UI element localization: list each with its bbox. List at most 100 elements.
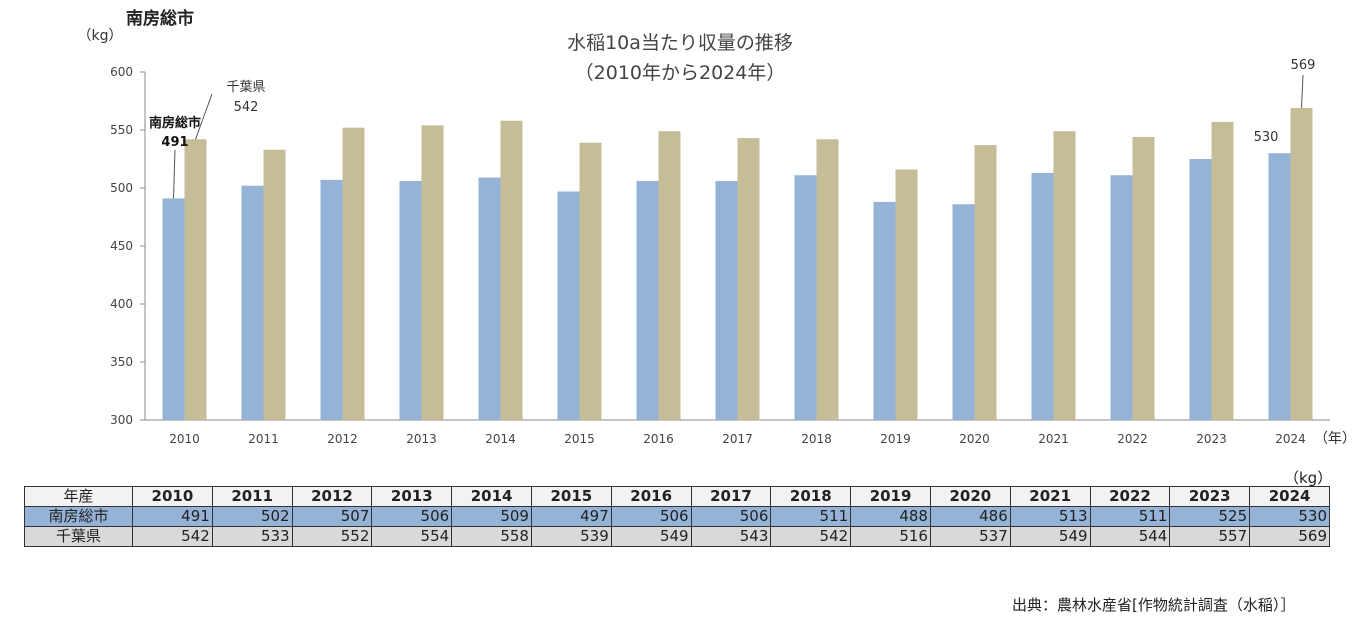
- source-note: 出典：農林水産省[作物統計調査（水稲）］: [1012, 596, 1296, 614]
- bar-city-2011: [241, 185, 264, 420]
- table-cell: 511: [770, 506, 852, 527]
- table-cell: 549: [1009, 526, 1091, 547]
- table-year-header: 2017: [690, 486, 772, 507]
- table-year-header: 2023: [1169, 486, 1251, 507]
- x-tick-label: 2024: [1275, 432, 1306, 446]
- y-tick-label: 600: [110, 65, 133, 79]
- table-cell: 486: [929, 506, 1011, 527]
- page-heading: 南房総市: [126, 9, 194, 29]
- x-tick-label: 2014: [485, 432, 516, 446]
- x-tick-label: 2010: [169, 432, 200, 446]
- bar-city-2010: [162, 198, 185, 420]
- table-year-header: 2022: [1089, 486, 1171, 507]
- table-cell: 552: [291, 526, 373, 547]
- table-year-header: 2024: [1249, 486, 1330, 507]
- chart-subtitle: （2010年から2024年）: [575, 62, 786, 84]
- city-first-value: 491: [161, 135, 188, 150]
- table-cell: 507: [291, 506, 373, 527]
- bar-pref-2024: [1290, 107, 1313, 421]
- x-tick-label: 2016: [643, 432, 674, 446]
- bar-city-2014: [478, 177, 501, 420]
- bar-city-2012: [320, 179, 343, 420]
- table-cell: 506: [610, 506, 692, 527]
- table-year-header: 2016: [610, 486, 692, 507]
- table-year-header: 2019: [850, 486, 931, 507]
- bar-pref-2017: [737, 138, 760, 420]
- table-year-header: 2015: [530, 486, 612, 507]
- pref-leader-line: [195, 93, 213, 140]
- y-tick-label: 350: [110, 355, 133, 369]
- pref-first-value: 542: [234, 100, 259, 115]
- table-year-header: 2012: [291, 486, 373, 507]
- table-row-label: 千葉県: [24, 526, 133, 547]
- x-tick-label: 2015: [564, 432, 595, 446]
- city-leader-line: [173, 149, 176, 199]
- x-axis-label: （年）: [1314, 431, 1356, 447]
- table-year-header: 2013: [371, 486, 453, 507]
- y-axis-label: （kg）: [78, 28, 123, 44]
- bar-city-2024: [1268, 153, 1291, 420]
- x-tick-label: 2020: [959, 432, 990, 446]
- bar-pref-2012: [342, 127, 365, 421]
- x-tick-label: 2013: [406, 432, 437, 446]
- table-year-header: 2020: [929, 486, 1011, 507]
- bar-city-2017: [715, 181, 738, 420]
- table-cell: 558: [451, 526, 532, 547]
- x-tick-label: 2018: [801, 432, 832, 446]
- x-tick-label: 2011: [248, 432, 279, 446]
- table-year-header: 2021: [1009, 486, 1091, 507]
- table-cell: 557: [1169, 526, 1251, 547]
- bar-pref-2023: [1211, 121, 1234, 420]
- bar-pref-2016: [658, 131, 681, 420]
- table-cell: 511: [1089, 506, 1171, 527]
- pref-last-value: 569: [1291, 58, 1316, 73]
- y-tick-label: 500: [110, 181, 133, 195]
- table-cell: 525: [1169, 506, 1251, 527]
- table-cell: 513: [1009, 506, 1091, 527]
- table-cell: 554: [371, 526, 453, 547]
- y-tick-label: 300: [110, 413, 133, 427]
- bar-pref-2015: [579, 142, 602, 420]
- table-cell: 516: [850, 526, 931, 547]
- table-cell: 537: [929, 526, 1011, 547]
- bar-pref-2014: [500, 120, 523, 420]
- bar-pref-2011: [263, 149, 286, 420]
- table-header-row: 年産 2010 2011 2012 2013 2014 2015 2016 2017 2018 2…: [24, 486, 1330, 507]
- x-tick-label: 2021: [1038, 432, 1069, 446]
- table-cell: 506: [371, 506, 453, 527]
- bar-city-2021: [1031, 172, 1054, 420]
- table-year-header: 2014: [451, 486, 532, 507]
- table-row-label: 南房総市: [24, 506, 133, 527]
- table-cell: 542: [132, 526, 213, 547]
- pref-last-leader-line: [1301, 74, 1304, 108]
- table-cell: 488: [850, 506, 931, 527]
- bar-city-2022: [1110, 175, 1133, 420]
- bar-city-2016: [636, 181, 659, 420]
- city-series-label: 南房総市: [149, 115, 201, 131]
- chart-title: 水稲10a当たり収量の推移: [567, 32, 793, 54]
- table-row-city: 南房総市 491 502 507 506 509 497 506 506 511 488 486 51…: [24, 506, 1330, 527]
- x-tick-label: 2012: [327, 432, 358, 446]
- table-cell: 509: [451, 506, 532, 527]
- bar-pref-2020: [974, 145, 997, 420]
- x-tick-label: 2019: [880, 432, 911, 446]
- table-cell: 502: [211, 506, 293, 527]
- bar-pref-2022: [1132, 136, 1155, 420]
- table-year-header: 2011: [211, 486, 293, 507]
- table-year-header: 2018: [770, 486, 852, 507]
- bar-city-2019: [873, 201, 896, 420]
- table-header-label: 年産: [24, 486, 133, 507]
- y-tick-label: 450: [110, 239, 133, 253]
- table-cell: 543: [690, 526, 772, 547]
- bar-pref-2013: [421, 125, 444, 421]
- bar-city-2018: [794, 175, 817, 420]
- table-cell: 497: [530, 506, 612, 527]
- data-table: 年産 2010 2011 2012 2013 2014 2015 2016 2017 2018 2…: [24, 486, 1330, 547]
- x-tick-label: 2022: [1117, 432, 1148, 446]
- x-tick-label: 2017: [722, 432, 753, 446]
- bar-pref-2019: [895, 169, 918, 420]
- y-tick-label: 550: [110, 123, 133, 137]
- bar-pref-2018: [816, 139, 839, 420]
- bar-city-2015: [557, 191, 580, 420]
- bar-pref-2021: [1053, 131, 1076, 420]
